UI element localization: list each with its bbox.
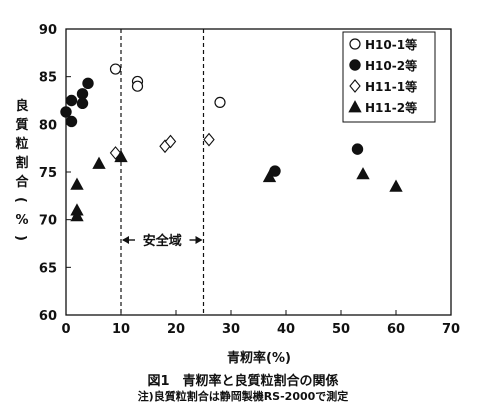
y-tick-label: 85	[39, 71, 57, 86]
x-tick-label: 20	[167, 322, 185, 337]
y-tick-label: 60	[39, 309, 57, 324]
y-tick-label: 75	[39, 166, 57, 181]
legend-marker	[349, 38, 361, 50]
legend-entry-label: H10-1等	[365, 37, 417, 52]
data-point-series-4	[356, 167, 370, 180]
safe-zone-arrowhead-right	[195, 236, 203, 244]
safe-zone-label: 安全域	[143, 233, 182, 249]
y-axis-label-char: %	[15, 213, 28, 228]
y-axis-label-char: 良	[15, 98, 28, 114]
y-axis-label-char: 合	[15, 174, 29, 190]
data-point-series-1	[131, 80, 144, 92]
y-axis-label-char: 割	[15, 155, 28, 171]
y-tick-label: 65	[39, 261, 57, 276]
x-tick-label: 50	[332, 322, 350, 337]
data-point-series-2	[65, 115, 78, 128]
y-tick-label: 70	[39, 214, 57, 229]
legend-entry-label: H11-2等	[365, 100, 417, 115]
data-point-series-2	[65, 94, 78, 107]
figure-note: 注)良質粒割合は静岡製機RS-2000で測定	[137, 390, 349, 403]
y-axis-label-char: (	[13, 197, 28, 203]
data-point-series-4	[262, 169, 277, 183]
data-point-series-2	[82, 77, 94, 90]
safe-zone-arrowhead-left	[122, 236, 129, 244]
x-tick-label: 70	[442, 322, 460, 337]
data-point-series-1	[214, 96, 226, 109]
x-tick-label: 60	[387, 322, 405, 337]
data-point-series-3	[164, 134, 177, 149]
legend-entry-label: H10-2等	[365, 58, 417, 73]
x-tick-label: 40	[277, 322, 295, 337]
data-point-series-2	[351, 143, 364, 155]
x-tick-label: 10	[112, 322, 130, 337]
data-point-series-2	[76, 88, 89, 100]
data-point-series-4	[114, 149, 128, 163]
figure-caption: 図1 青籾率と良質粒割合の関係	[147, 374, 339, 389]
y-tick-label: 80	[39, 118, 57, 133]
legend-marker	[348, 100, 362, 113]
data-point-series-3	[203, 132, 215, 147]
x-axis-label: 青籾率(%)	[227, 350, 291, 366]
data-point-series-2	[60, 106, 72, 118]
x-tick-label: 0	[61, 322, 70, 337]
data-point-series-4	[389, 179, 403, 192]
legend-marker	[349, 79, 361, 93]
data-point-series-4	[70, 209, 84, 222]
legend-marker	[349, 59, 361, 71]
data-point-series-2	[76, 97, 89, 110]
y-axis-label-char: 質	[15, 117, 28, 133]
x-tick-label: 30	[222, 322, 240, 337]
data-point-series-4	[92, 156, 106, 169]
y-tick-label: 90	[39, 23, 57, 38]
y-axis-label-char: )	[13, 235, 28, 241]
data-point-series-1	[109, 63, 122, 75]
data-point-series-4	[70, 177, 84, 190]
legend-entry-label: H11-1等	[365, 79, 417, 94]
y-axis-label-char: 粒	[15, 136, 28, 152]
